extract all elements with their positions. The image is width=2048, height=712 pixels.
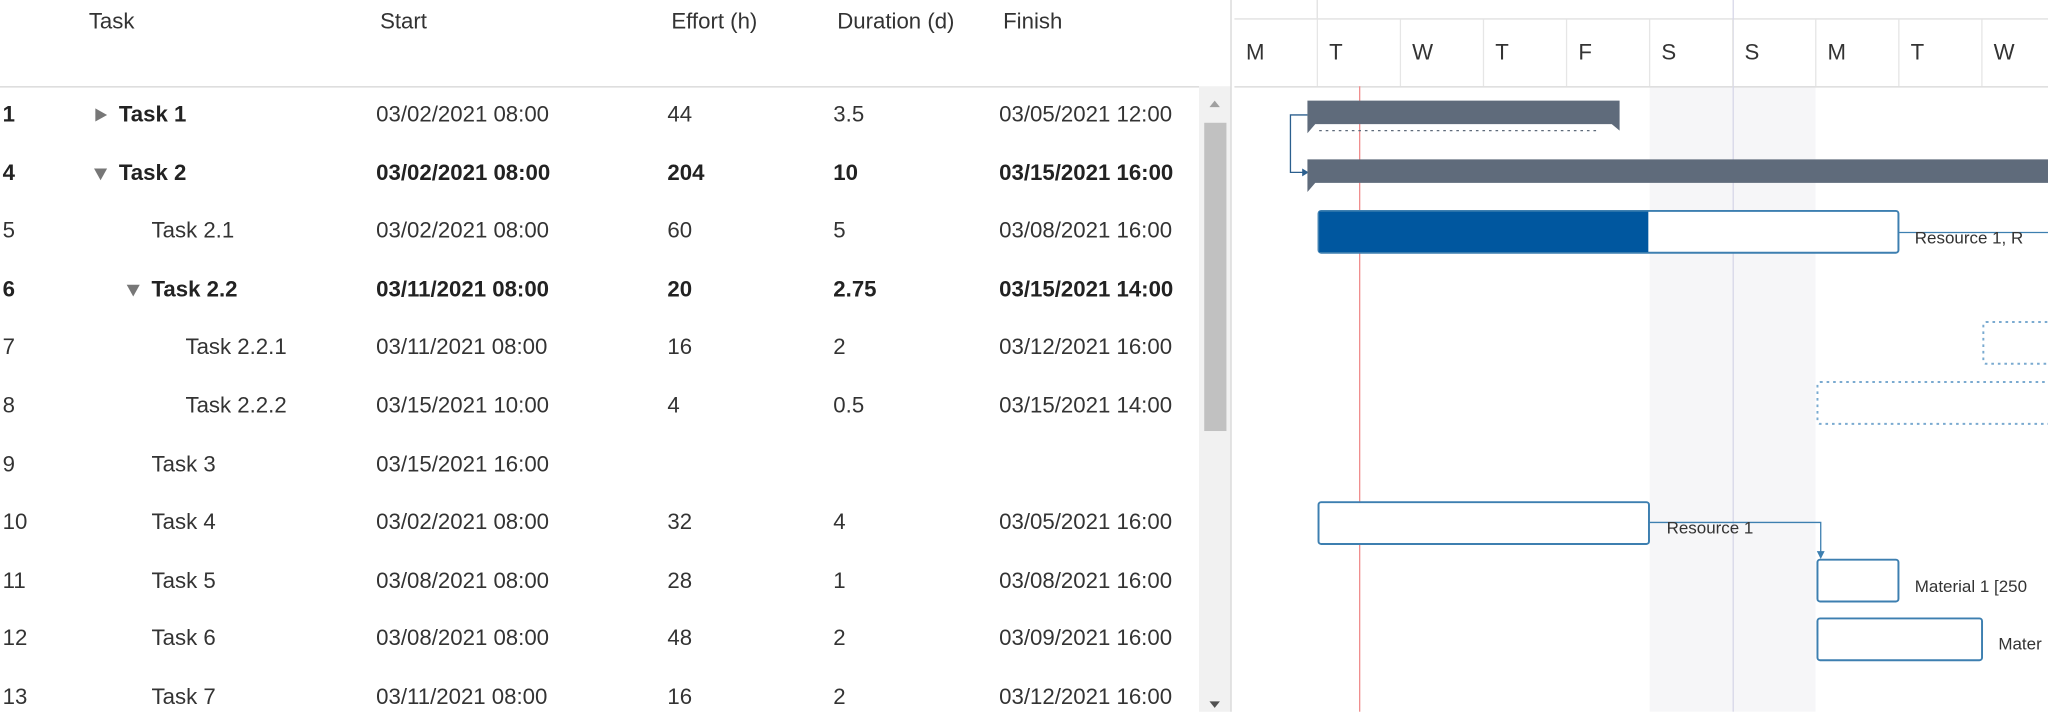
cell-finish: 03/15/2021 14:00 xyxy=(999,276,1174,302)
row-id: 11 xyxy=(2,567,26,593)
cell-duration: 4 xyxy=(833,509,846,535)
cell-effort: 48 xyxy=(667,626,693,651)
cell-duration: 2 xyxy=(833,334,846,360)
expander[interactable] xyxy=(93,107,109,123)
scroll-arrows xyxy=(1209,100,1220,708)
cell-duration: 2 xyxy=(833,626,846,651)
cell-finish: 03/08/2021 16:00 xyxy=(999,218,1173,244)
cell-duration: 1 xyxy=(833,567,846,593)
day-label: T xyxy=(1495,39,1509,64)
day-label: F xyxy=(1578,39,1592,64)
cell-effort: 4 xyxy=(667,393,680,418)
cell-start: 03/11/2021 08:00 xyxy=(376,334,548,360)
cell-duration: 3.5 xyxy=(833,101,865,127)
task-name: Task 3 xyxy=(151,451,216,477)
cell-start: 03/02/2021 08:00 xyxy=(376,160,551,185)
cell-finish: 03/15/2021 16:00 xyxy=(999,160,1174,185)
cell-finish: 03/09/2021 16:00 xyxy=(999,626,1173,651)
grid-header: Task Start Effort (h) Duration (d) Finish xyxy=(0,0,1200,88)
row-id: 13 xyxy=(2,684,28,710)
row-id: 9 xyxy=(2,451,15,477)
task-name: Task 7 xyxy=(151,684,216,710)
task-name: Task 4 xyxy=(151,509,216,535)
bar-label: Resource 1, R xyxy=(1915,229,2023,248)
day-label: W xyxy=(1412,39,1433,64)
row-id: 7 xyxy=(2,334,15,360)
task-name: Task 6 xyxy=(151,626,216,651)
row-id: 10 xyxy=(2,509,28,535)
cell-finish: 03/05/2021 16:00 xyxy=(999,509,1173,535)
cell-start: 03/11/2021 08:00 xyxy=(376,684,548,710)
task-name: Task 5 xyxy=(151,567,216,593)
cell-effort: 16 xyxy=(667,334,693,360)
expander[interactable] xyxy=(93,165,109,181)
bar-label: Material 1 [250 xyxy=(1915,577,2027,596)
timeline: M T W T F S S M T W Resource 1, R Resource 1 Mate… xyxy=(1234,0,2048,712)
day-label: M xyxy=(1246,39,1264,64)
cell-effort: 28 xyxy=(667,567,693,593)
bar-label: Resource 1 xyxy=(1667,518,1754,537)
cell-start: 03/08/2021 08:00 xyxy=(376,626,550,651)
day-label: W xyxy=(1994,39,2015,64)
task-name: Task 2.2.1 xyxy=(185,334,287,360)
row-id: 1 xyxy=(2,101,15,127)
cell-start: 03/15/2021 10:00 xyxy=(376,393,550,418)
cell-effort: 32 xyxy=(667,509,693,535)
cell-start: 03/11/2021 08:00 xyxy=(376,276,550,302)
day-label: T xyxy=(1329,39,1343,64)
cell-effort: 44 xyxy=(667,101,693,127)
cell-finish: 03/12/2021 16:00 xyxy=(999,684,1173,710)
cell-start: 03/02/2021 08:00 xyxy=(376,509,550,535)
cell-duration: 2.75 xyxy=(833,276,877,302)
day-label: M xyxy=(1828,39,1846,64)
cell-effort: 60 xyxy=(667,218,693,244)
task-name: Task 2.1 xyxy=(151,218,235,244)
cell-duration: 0.5 xyxy=(833,393,865,418)
scroll-thumb[interactable] xyxy=(1204,122,1227,432)
cell-start: 03/02/2021 08:00 xyxy=(376,218,550,244)
column-header: Task xyxy=(88,9,135,34)
row-id: 4 xyxy=(2,160,15,185)
cell-start: 03/15/2021 16:00 xyxy=(376,451,550,477)
cell-duration: 5 xyxy=(833,218,846,244)
task-name: Task 1 xyxy=(118,101,187,127)
column-header: Effort (h) xyxy=(671,9,758,34)
column-header: Finish xyxy=(1003,9,1063,34)
cell-finish: 03/15/2021 14:00 xyxy=(999,393,1173,418)
column-header: Duration (d) xyxy=(837,9,955,34)
bar-label: Mater xyxy=(1998,635,2042,654)
row-id: 5 xyxy=(2,218,15,244)
task-name: Task 2.2 xyxy=(151,276,238,302)
splitter[interactable] xyxy=(1230,0,1235,712)
cell-duration: 2 xyxy=(833,684,846,710)
row-id: 6 xyxy=(2,276,15,302)
cell-start: 03/02/2021 08:00 xyxy=(376,101,550,127)
row-id: 12 xyxy=(2,626,28,651)
day-label: S xyxy=(1744,39,1759,64)
cell-duration: 10 xyxy=(833,160,859,185)
cell-finish: 03/05/2021 12:00 xyxy=(999,101,1173,127)
scrollbar[interactable] xyxy=(1199,86,1231,712)
cell-finish: 03/08/2021 16:00 xyxy=(999,567,1173,593)
row-id: 8 xyxy=(2,393,15,418)
day-label: T xyxy=(1911,39,1925,64)
task-name: Task 2.2.2 xyxy=(185,393,287,418)
task-name: Task 2 xyxy=(118,160,187,185)
cell-effort: 204 xyxy=(667,160,705,185)
expander[interactable] xyxy=(125,282,141,298)
cell-start: 03/08/2021 08:00 xyxy=(376,567,550,593)
cell-effort: 16 xyxy=(667,684,693,710)
day-label: S xyxy=(1661,39,1676,64)
cell-finish: 03/12/2021 16:00 xyxy=(999,334,1173,360)
cell-effort: 20 xyxy=(667,276,693,302)
column-header: Start xyxy=(380,9,427,34)
